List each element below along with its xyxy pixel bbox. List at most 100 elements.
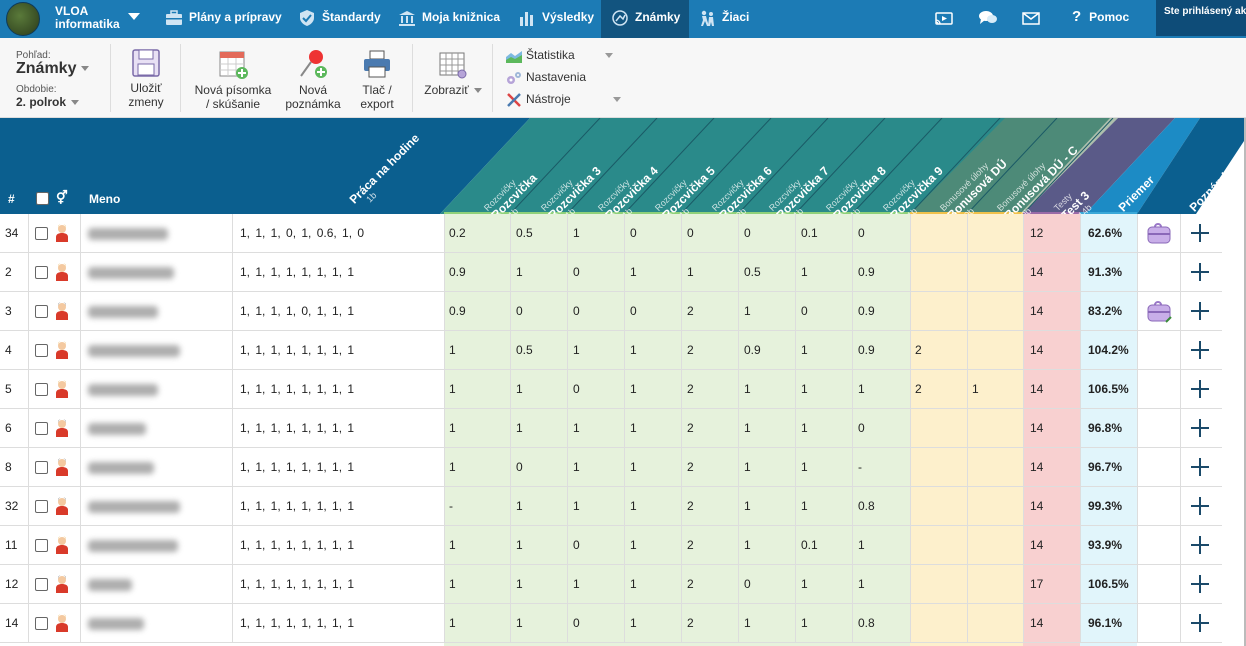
nav-library[interactable]: Moja knižnica [398, 0, 500, 38]
add-note-button[interactable] [1190, 613, 1210, 633]
row-checkbox[interactable] [35, 227, 48, 240]
grade-cell[interactable]: 0.9 [858, 304, 875, 318]
grade-cell[interactable]: 0 [858, 421, 865, 435]
grade-cell[interactable]: 0.9 [449, 265, 466, 279]
nav-standards[interactable]: Štandardy [298, 0, 381, 38]
grade-cell[interactable]: 1 [449, 538, 456, 552]
grade-cell[interactable]: 1 [449, 577, 456, 591]
grade-cell[interactable]: 14 [1030, 382, 1044, 396]
grade-cell[interactable]: 2 [687, 421, 694, 435]
work-on-lesson-grades[interactable]: 1, 1, 1, 1, 1, 1, 1, 1 [240, 382, 355, 396]
grade-cell[interactable]: 0 [630, 304, 637, 318]
grade-cell[interactable]: 1 [858, 538, 865, 552]
grade-cell[interactable]: 0.8 [858, 616, 875, 630]
grade-cell[interactable]: 1 [573, 460, 580, 474]
grade-cell[interactable]: 1 [630, 577, 637, 591]
student-name-blurred[interactable] [88, 267, 174, 279]
grade-cell[interactable]: 1 [801, 343, 808, 357]
grade-cell[interactable]: 17 [1030, 577, 1044, 591]
work-on-lesson-grades[interactable]: 1, 1, 1, 1, 1, 1, 1, 1 [240, 577, 355, 591]
grade-cell[interactable]: 2 [687, 577, 694, 591]
row-checkbox[interactable] [35, 344, 48, 357]
grade-cell[interactable]: 0.9 [449, 304, 466, 318]
add-note-button[interactable] [1190, 535, 1210, 555]
work-on-lesson-grades[interactable]: 1, 1, 1, 1, 1, 1, 1, 1 [240, 265, 355, 279]
grade-cell[interactable]: 1 [858, 577, 865, 591]
row-checkbox[interactable] [35, 539, 48, 552]
work-on-lesson-grades[interactable]: 1, 1, 1, 1, 1, 1, 1, 1 [240, 460, 355, 474]
grade-cell[interactable]: 1 [516, 265, 523, 279]
student-name-blurred[interactable] [88, 579, 132, 591]
grade-cell[interactable]: 0 [801, 304, 808, 318]
grade-cell[interactable]: 14 [1030, 616, 1044, 630]
grade-cell[interactable]: 1 [516, 577, 523, 591]
grade-cell[interactable]: 1 [801, 265, 808, 279]
add-note-button[interactable] [1190, 457, 1210, 477]
grade-cell[interactable]: 1 [630, 538, 637, 552]
grade-cell[interactable]: - [858, 460, 862, 474]
work-on-lesson-grades[interactable]: 1, 1, 1, 1, 1, 1, 1, 1 [240, 421, 355, 435]
grade-cell[interactable]: 0.1 [801, 538, 818, 552]
work-on-lesson-grades[interactable]: 1, 1, 1, 1, 1, 1, 1, 1 [240, 616, 355, 630]
grade-cell[interactable]: 1 [449, 382, 456, 396]
student-name-blurred[interactable] [88, 501, 180, 513]
grade-cell[interactable]: 1 [744, 382, 751, 396]
add-note-button[interactable] [1190, 496, 1210, 516]
school-logo[interactable] [6, 2, 40, 36]
grade-cell[interactable]: 0.9 [858, 343, 875, 357]
row-checkbox[interactable] [35, 578, 48, 591]
add-note-button[interactable] [1190, 262, 1210, 282]
schoolbag-icon[interactable] [1146, 300, 1172, 324]
course-selector[interactable]: VLOA informatika [55, 5, 120, 31]
work-on-lesson-grades[interactable]: 1, 1, 1, 1, 1, 1, 1, 1 [240, 538, 355, 552]
grade-cell[interactable]: 1 [801, 382, 808, 396]
grade-cell[interactable]: 1 [449, 460, 456, 474]
grade-cell[interactable]: 1 [744, 499, 751, 513]
work-on-lesson-grades[interactable]: 1, 1, 1, 1, 1, 1, 1, 1 [240, 499, 355, 513]
grade-cell[interactable]: 14 [1030, 265, 1044, 279]
grade-cell[interactable]: 1 [630, 421, 637, 435]
row-checkbox[interactable] [35, 383, 48, 396]
grade-cell[interactable]: 1 [449, 616, 456, 630]
grade-cell[interactable]: 1 [516, 421, 523, 435]
grade-cell[interactable]: 1 [744, 421, 751, 435]
view-selector[interactable]: Známky [16, 60, 90, 78]
grade-cell[interactable]: 0.8 [858, 499, 875, 513]
print-export-button[interactable]: Tlač / export [348, 48, 406, 111]
grade-cell[interactable]: 1 [449, 343, 456, 357]
grade-cell[interactable]: 1 [630, 499, 637, 513]
grade-cell[interactable]: 2 [915, 382, 922, 396]
grade-cell[interactable]: 1 [516, 616, 523, 630]
grade-cell[interactable]: 0.9 [858, 265, 875, 279]
add-note-button[interactable] [1190, 223, 1210, 243]
grade-cell[interactable]: 0 [573, 538, 580, 552]
grade-cell[interactable]: 1 [573, 226, 580, 240]
add-note-button[interactable] [1190, 340, 1210, 360]
grade-cell[interactable]: 1 [744, 538, 751, 552]
grade-cell[interactable]: 0.1 [801, 226, 818, 240]
work-on-lesson-grades[interactable]: 1, 1, 1, 0, 1, 0.6, 1, 0 [240, 226, 365, 240]
student-name-blurred[interactable] [88, 228, 168, 240]
grade-cell[interactable]: 0 [744, 226, 751, 240]
student-name-blurred[interactable] [88, 462, 154, 474]
statistics-menu[interactable]: Štatistika [506, 48, 613, 63]
add-note-button[interactable] [1190, 574, 1210, 594]
select-all-checkbox[interactable] [36, 192, 49, 205]
row-checkbox[interactable] [35, 422, 48, 435]
grade-cell[interactable]: 0.5 [516, 226, 533, 240]
grade-cell[interactable]: 14 [1030, 538, 1044, 552]
grade-cell[interactable]: 1 [630, 460, 637, 474]
grade-cell[interactable]: 1 [858, 382, 865, 396]
row-checkbox[interactable] [35, 461, 48, 474]
student-name-blurred[interactable] [88, 384, 158, 396]
grade-cell[interactable]: 2 [687, 460, 694, 474]
grade-cell[interactable]: 1 [573, 421, 580, 435]
schoolbag-icon[interactable] [1146, 222, 1172, 246]
grade-cell[interactable]: 0 [858, 226, 865, 240]
student-name-blurred[interactable] [88, 618, 144, 630]
cast-icon[interactable] [935, 11, 953, 27]
grade-cell[interactable]: 1 [573, 577, 580, 591]
grade-cell[interactable]: 2 [687, 382, 694, 396]
grade-cell[interactable]: 2 [915, 343, 922, 357]
grade-cell[interactable]: 14 [1030, 343, 1044, 357]
